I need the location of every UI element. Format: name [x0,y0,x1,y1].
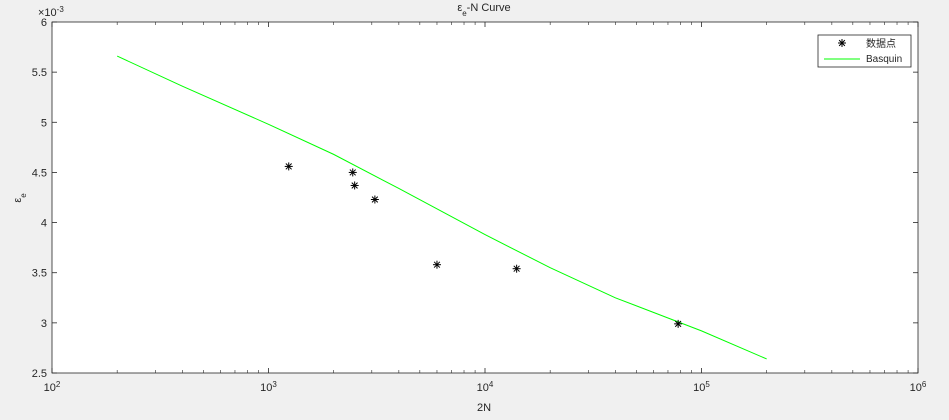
chart-title: εe-N Curve [457,2,510,18]
plot-area[interactable] [51,21,919,374]
data-point-marker [284,162,293,171]
x-tick-label: 103 [260,380,277,395]
legend[interactable]: 数据点 Basquin [817,34,912,68]
asterisk-stroke-d2 [433,261,441,268]
asterisk-stroke-d2 [371,196,379,203]
x-tick-label: 106 [910,380,927,395]
y-tick-labels: 2.5 3 3.5 4 4.5 5 5.5 6 [32,17,47,380]
y-tick-label: 3 [41,318,47,330]
data-point-marker [370,195,379,204]
basquin-fit-line [116,55,767,360]
y-tick-label: 5 [41,117,47,129]
plot-background [52,22,918,373]
y-tick-label: 6 [41,17,47,29]
data-point-marker [348,168,357,177]
x-tick-label: 104 [477,380,494,395]
data-point-marker [512,264,521,273]
data-point-marker [350,181,359,190]
y-tick-label: 4 [41,218,47,230]
y-axis-multiplier: ×10-3 [38,5,64,20]
y-axis-label: εe [12,193,28,203]
series-layer [116,55,767,360]
y-tick-label: 2.5 [32,368,47,380]
legend-asterisk-mark [838,39,846,47]
plot-border [51,21,919,374]
legend-label-data-points: 数据点 [866,37,896,50]
asterisk-stroke-d2 [513,265,520,272]
legend-label-basquin: Basquin [866,54,902,65]
y-tick-label: 5.5 [32,67,47,79]
x-axis-label: 2N [477,402,491,414]
asterisk-stroke-d2 [285,163,292,170]
y-tick-label: 4.5 [32,167,47,179]
data-point-marker [674,319,683,328]
data-point-marker [432,260,441,269]
asterisk-stroke-d2 [351,182,358,189]
asterisk-stroke-d2 [674,320,682,328]
asterisk-stroke-d2 [838,39,846,47]
legend-asterisk-icon [838,39,846,47]
y-tick-label: 3.5 [32,268,47,280]
x-tick-labels: 102 103 104 105 106 [44,380,927,395]
x-tick-label: 105 [693,380,710,395]
x-tick-label: 102 [44,380,61,395]
legend-box [817,34,912,68]
asterisk-stroke-d2 [349,169,356,176]
